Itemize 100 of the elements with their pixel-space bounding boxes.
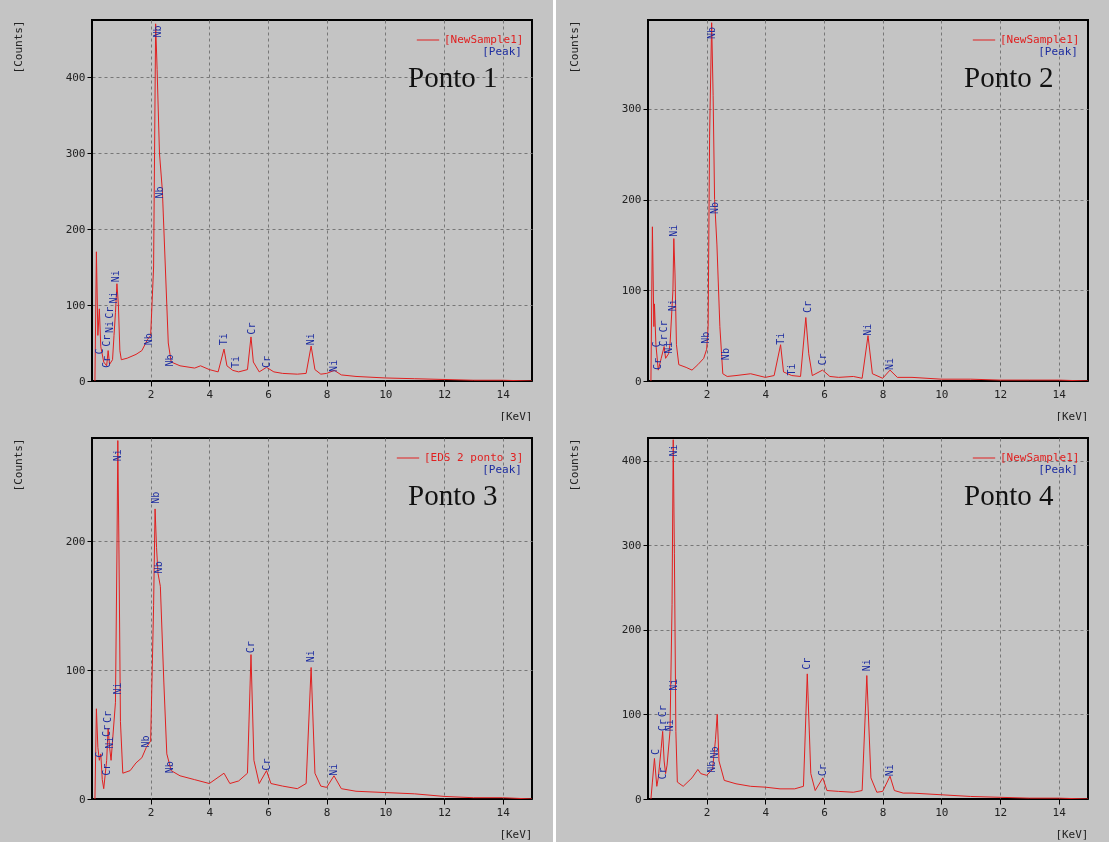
- annotation: Cr: [260, 758, 272, 771]
- annotation: Ni: [884, 764, 895, 777]
- annotation: Nb: [163, 761, 175, 774]
- x-tick-label: 6: [821, 387, 828, 401]
- annotation: Ni: [111, 449, 123, 462]
- y-axis-title: [Counts]: [567, 438, 581, 492]
- annotation: [Peak]: [1038, 463, 1078, 476]
- x-tick-label: 14: [496, 387, 511, 401]
- y-tick-label: 0: [634, 792, 642, 806]
- annotation: Cr: [103, 306, 115, 319]
- x-axis-title: [KeV]: [499, 409, 533, 423]
- text: Ponto 4: [964, 479, 1055, 511]
- x-axis-title: [KeV]: [499, 827, 533, 841]
- y-tick-label: 300: [621, 102, 642, 116]
- x-tick-label: 6: [265, 387, 272, 401]
- annotation: C: [649, 749, 661, 756]
- annotation: Ni: [305, 650, 317, 663]
- annotation: Nb: [709, 202, 721, 215]
- y-axis-title: [Counts]: [567, 20, 581, 74]
- x-tick-label: 14: [496, 805, 511, 819]
- annotation: Cr: [101, 356, 113, 369]
- annotation: Cr: [816, 764, 828, 777]
- x-axis-title: [KeV]: [1055, 827, 1089, 841]
- annotation: Cr: [656, 767, 668, 780]
- annotation: Ti: [217, 333, 229, 346]
- y-tick-label: 100: [621, 283, 642, 297]
- annotation: Ni: [884, 358, 896, 371]
- annotation: Cr: [244, 641, 256, 654]
- y-axis-title: [Counts]: [11, 438, 25, 492]
- annotation: Ni: [667, 444, 679, 457]
- annotation: Ni: [667, 224, 679, 237]
- annotation: Cr: [656, 705, 668, 718]
- y-tick-label: 400: [621, 454, 642, 468]
- x-tick-label: 12: [437, 387, 452, 401]
- annotation: Cr: [801, 300, 813, 313]
- x-tick-label: 4: [206, 805, 214, 819]
- legend-label: [NewSample1]: [1000, 451, 1080, 464]
- annotation: Nb: [154, 186, 166, 199]
- annotation: [Peak]: [482, 45, 522, 58]
- x-tick-label: 4: [206, 387, 214, 401]
- x-tick-label: 10: [935, 805, 949, 819]
- y-tick-label: 0: [78, 792, 86, 806]
- x-tick-label: 12: [993, 387, 1008, 401]
- annotation: Nb: [153, 561, 165, 574]
- annotation: Nb: [164, 354, 176, 367]
- annotation: Cr: [100, 725, 112, 738]
- y-tick-label: 100: [65, 298, 86, 312]
- x-tick-label: 6: [265, 805, 272, 819]
- annotation: Cr: [102, 710, 114, 723]
- text: Ponto 1: [408, 61, 498, 93]
- annotation: Nb: [708, 746, 720, 759]
- annotation: Cr: [101, 334, 113, 347]
- x-tick-label: 8: [879, 805, 887, 819]
- annotation: Ni: [862, 323, 873, 336]
- annotation: Nb: [142, 333, 154, 346]
- x-tick-label: 10: [379, 387, 393, 401]
- annotation: Cr: [801, 657, 813, 670]
- annotation: Ni: [305, 333, 317, 346]
- annotation: C: [93, 751, 105, 758]
- annotation: Ni: [860, 659, 872, 672]
- y-tick-label: 400: [65, 70, 86, 84]
- annotation: Cr: [260, 356, 272, 369]
- y-tick-label: 200: [65, 222, 86, 236]
- x-tick-label: 10: [935, 387, 949, 401]
- x-tick-label: 8: [323, 805, 331, 819]
- y-tick-label: 0: [78, 374, 86, 388]
- annotation: Cr: [245, 322, 257, 335]
- x-tick-label: 12: [993, 805, 1008, 819]
- y-tick-label: 200: [621, 193, 642, 207]
- legend-label: [NewSample1]: [1000, 33, 1080, 46]
- annotation: Ni: [328, 359, 339, 372]
- text: Ponto 2: [964, 61, 1054, 93]
- x-tick-label: 14: [1052, 387, 1067, 401]
- x-tick-label: 2: [703, 387, 711, 401]
- annotation: Ni: [104, 321, 116, 334]
- x-tick-label: 2: [703, 805, 711, 819]
- annotation: Ni: [104, 736, 116, 749]
- annotation: Nb: [705, 760, 717, 773]
- annotation: Nb: [140, 735, 152, 748]
- y-tick-label: 100: [65, 663, 86, 677]
- annotation: Ti: [774, 332, 786, 345]
- y-tick-label: 300: [621, 538, 642, 552]
- annotation: [Peak]: [482, 463, 522, 476]
- annotation: Cr: [658, 320, 670, 333]
- annotation: Ni: [666, 299, 678, 312]
- annotation: Nb: [700, 331, 712, 344]
- annotation: Cr: [652, 358, 664, 371]
- annotation: Nb: [151, 25, 163, 38]
- annotation: Nb: [705, 27, 717, 40]
- x-tick-label: 2: [147, 387, 155, 401]
- annotation: Nb: [719, 348, 731, 361]
- annotation: Ni: [110, 270, 122, 283]
- legend-label: [EDS 2 ponto 3]: [424, 451, 524, 464]
- annotation: Ni: [108, 291, 119, 304]
- y-tick-label: 0: [634, 374, 642, 388]
- x-tick-label: 2: [147, 805, 155, 819]
- x-axis-title: [KeV]: [1055, 409, 1089, 423]
- x-tick-label: 10: [379, 805, 393, 819]
- annotation: Cr: [100, 763, 112, 776]
- x-tick-label: 8: [323, 387, 331, 401]
